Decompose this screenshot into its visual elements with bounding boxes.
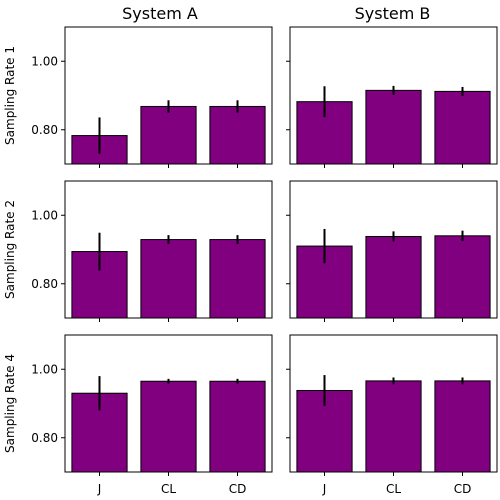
y-tick-label: 0.80 <box>31 277 58 291</box>
panel-0-0: 0.80 1.00 <box>31 26 273 168</box>
y-tick-label: 1.00 <box>31 54 58 68</box>
panel-2-0: 0.80 1.00 J CL CD <box>31 334 273 496</box>
bar-CD <box>434 380 491 473</box>
bar-CL <box>140 380 197 473</box>
panels: 0.80 1.00 0.80 1.00 0.80 1.00 J CL CD J CL CD <box>31 26 498 496</box>
bar-CL <box>140 239 197 319</box>
panel-0-1 <box>286 26 498 168</box>
row-label-0: Sampling Rate 1 <box>3 46 17 145</box>
panel-2-1: J CL CD <box>286 334 498 496</box>
bar-CD <box>434 235 491 319</box>
y-tick-label: 0.80 <box>31 431 58 445</box>
bar-CD <box>209 239 266 319</box>
bar-CD <box>434 90 491 165</box>
x-tick-label-J: J <box>322 482 327 496</box>
bar-CD <box>209 380 266 473</box>
bar-CL <box>365 89 422 165</box>
bar-CD <box>209 105 266 165</box>
x-tick-label-CD: CD <box>229 482 247 496</box>
panel-1-0: 0.80 1.00 <box>31 180 273 322</box>
x-tick-label-CL: CL <box>386 482 401 496</box>
col-title-0: System A <box>122 4 198 23</box>
row-label-1: Sampling Rate 2 <box>3 200 17 299</box>
panel-1-1 <box>286 180 498 322</box>
col-title-1: System B <box>355 4 431 23</box>
bar-CL <box>140 105 197 165</box>
x-tick-label-CD: CD <box>454 482 472 496</box>
row-label-2: Sampling Rate 4 <box>3 354 17 453</box>
bar-CL <box>365 380 422 473</box>
y-tick-label: 0.80 <box>31 123 58 137</box>
bar-CL <box>365 235 422 319</box>
y-tick-label: 1.00 <box>31 362 58 376</box>
x-tick-label-CL: CL <box>161 482 176 496</box>
x-tick-label-J: J <box>97 482 102 496</box>
y-tick-label: 1.00 <box>31 208 58 222</box>
